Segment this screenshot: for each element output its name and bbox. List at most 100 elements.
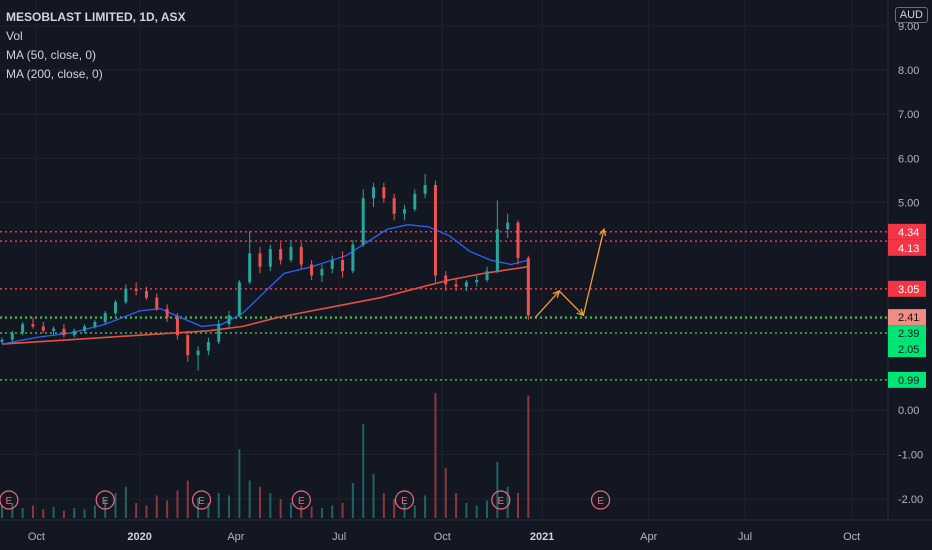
candle-body: [279, 249, 283, 261]
price-level-badge-label: 2.05: [898, 344, 919, 356]
volume-bar: [93, 505, 96, 518]
earnings-marker[interactable]: [590, 490, 611, 510]
volume-bar: [73, 508, 76, 518]
time-tick-label: 2021: [530, 531, 554, 543]
earnings-marker[interactable]: [491, 490, 511, 510]
earnings-marker[interactable]: [291, 490, 311, 510]
volume-bar: [248, 480, 251, 518]
volume-bar: [517, 493, 519, 518]
volume-bar: [279, 499, 282, 518]
time-tick-label: 2020: [127, 531, 151, 543]
volume-bar: [465, 503, 468, 518]
candle-body: [516, 222, 520, 258]
price-level-badge: [888, 223, 926, 240]
volume-bar: [31, 505, 34, 518]
price-tick-label: 6.00: [898, 153, 919, 165]
candle-body: [155, 297, 159, 309]
time-tick-label: Apr: [227, 531, 244, 543]
candle-body: [464, 282, 468, 287]
price-level-badge-label: 2.41: [898, 312, 919, 324]
volume-bar: [217, 493, 220, 518]
moving-averages: [1, 224, 529, 345]
volume-bar: [444, 468, 447, 518]
candle-body: [506, 222, 510, 230]
legend-vol[interactable]: Vol: [6, 29, 23, 43]
candle-body: [72, 330, 76, 336]
earnings-marker-label: E: [6, 496, 13, 507]
price-tick-label: 7.00: [898, 109, 919, 121]
legend-ma50[interactable]: MA (50, close, 0): [6, 48, 97, 62]
earnings-marker[interactable]: [191, 490, 212, 510]
candle-body: [372, 187, 376, 199]
volume-bar: [320, 508, 323, 518]
volume-bar: [496, 461, 499, 518]
chart-legend: MESOBLAST LIMITED, 1D, ASX Vol MA (50, c…: [6, 8, 186, 84]
candle-body: [268, 249, 272, 267]
price-level-badge: [888, 239, 926, 256]
candle-body: [227, 315, 231, 325]
currency-badge[interactable]: AUD: [894, 7, 928, 23]
candle-body: [454, 284, 458, 287]
time-tick-label: Oct: [843, 531, 860, 543]
projection-arrows: [534, 227, 607, 318]
projection-arrow-segment[interactable]: [582, 229, 605, 316]
candle-body: [310, 264, 314, 276]
price-tick-label: 0.00: [898, 405, 919, 417]
candle-body: [413, 193, 417, 210]
volume-bar: [269, 493, 272, 518]
volume-bar: [351, 483, 354, 518]
volume-bar: [310, 506, 313, 518]
symbol-title[interactable]: MESOBLAST LIMITED, 1D, ASX: [6, 10, 186, 24]
candle-body: [392, 198, 396, 214]
candle-body: [196, 350, 200, 356]
candle-body: [103, 313, 107, 322]
volume-bar: [486, 500, 489, 518]
earnings-marker[interactable]: [0, 490, 19, 510]
volume-bar: [11, 503, 14, 518]
volume-bar: [62, 510, 65, 518]
price-level-badge-label: 4.34: [898, 227, 919, 239]
candle-body: [165, 308, 169, 318]
volume-bar: [166, 500, 169, 518]
earnings-marker-label: E: [198, 496, 205, 507]
earnings-marker[interactable]: [394, 490, 415, 510]
ma200-line[interactable]: [1, 265, 529, 345]
volume-bar: [382, 493, 385, 518]
legend-ma200[interactable]: MA (200, close, 0): [6, 67, 103, 81]
price-tick-label: -1.00: [898, 450, 923, 462]
price-level-badge-label: 4.13: [898, 243, 919, 255]
candle-body: [289, 246, 293, 261]
price-level-badge-label: 0.99: [898, 375, 919, 387]
volume-bar: [403, 503, 406, 518]
time-tick-label: Jul: [332, 531, 346, 543]
candle-body: [144, 291, 148, 298]
volume-bar: [145, 505, 148, 518]
earnings-marker[interactable]: [95, 490, 115, 510]
volume-bar: [155, 495, 158, 518]
volume-bar: [52, 506, 55, 518]
candle-body: [41, 326, 45, 331]
projection-arrow-segment[interactable]: [534, 290, 560, 318]
ma50-line[interactable]: [1, 224, 529, 345]
candle-body: [433, 184, 437, 276]
candle-body: [93, 321, 97, 327]
candle-body: [382, 187, 386, 199]
candle-body: [186, 335, 190, 356]
time-tick-label: Oct: [434, 531, 451, 543]
candle-body: [526, 257, 530, 316]
volume-bar: [135, 503, 138, 518]
candle-body: [444, 275, 448, 285]
price-tick-label: 8.00: [898, 65, 919, 77]
candle-body: [341, 260, 345, 272]
volume-bar: [83, 509, 86, 518]
time-tick-label: Oct: [28, 531, 45, 543]
price-level-badge-label: 2.39: [898, 328, 919, 340]
volume-bar: [331, 505, 334, 518]
candle-body: [134, 288, 138, 292]
candle-body: [31, 324, 35, 327]
projection-arrow-segment[interactable]: [558, 290, 584, 316]
volume-bar: [228, 495, 231, 518]
volume-bar: [413, 505, 416, 518]
